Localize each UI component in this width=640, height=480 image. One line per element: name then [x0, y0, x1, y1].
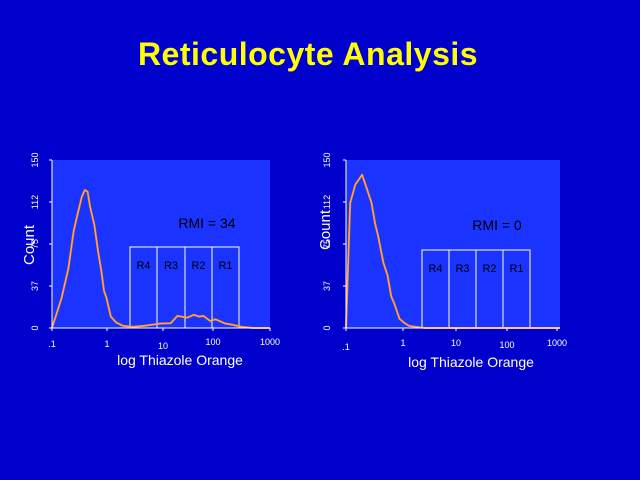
y-tick-label: 37: [30, 281, 40, 291]
y-axis-label: Count: [317, 209, 334, 250]
y-tick-label: 37: [322, 281, 332, 291]
rmi-annotation: RMI = 34: [178, 215, 235, 231]
x-tick-label: .1: [48, 339, 56, 349]
x-tick-label: 1000: [547, 338, 567, 348]
x-tick-label: 10: [158, 341, 168, 351]
x-tick-label: .1: [342, 342, 350, 352]
x-tick-label: 1: [104, 339, 109, 349]
region-label: R4: [428, 263, 442, 275]
y-tick-label: 150: [322, 152, 332, 167]
y-tick-label: 112: [322, 195, 332, 209]
y-tick-label: 112: [30, 195, 40, 209]
slide-title: Reticulocyte Analysis: [137, 36, 479, 72]
x-axis-label: log Thiazole Orange: [117, 352, 243, 368]
y-tick-label: 75: [30, 239, 40, 249]
x-tick-label: 1000: [260, 337, 280, 347]
region-label: R1: [218, 260, 232, 272]
x-tick-label: 1: [400, 338, 405, 348]
histogram-trace-highlight: [51, 189, 270, 329]
y-axis-label: Count: [21, 224, 38, 265]
plot-area: [52, 160, 270, 328]
x-tick-label: 100: [205, 337, 220, 347]
region-label: R3: [164, 260, 178, 272]
region-label: R4: [136, 260, 150, 272]
region-label: R3: [455, 263, 469, 275]
y-tick-label: 0: [322, 325, 332, 330]
region-label: R1: [509, 263, 523, 275]
region-label: R2: [482, 263, 496, 275]
rmi-annotation: RMI = 0: [472, 217, 522, 233]
y-tick-label: 75: [322, 239, 332, 249]
y-tick-label: 150: [30, 152, 40, 167]
y-tick-label: 0: [30, 325, 40, 330]
x-tick-label: 10: [451, 338, 461, 348]
region-label: R2: [191, 260, 205, 272]
x-axis-label: log Thiazole Orange: [408, 354, 534, 370]
plot-area: [346, 160, 560, 328]
x-tick-label: 100: [499, 340, 514, 350]
